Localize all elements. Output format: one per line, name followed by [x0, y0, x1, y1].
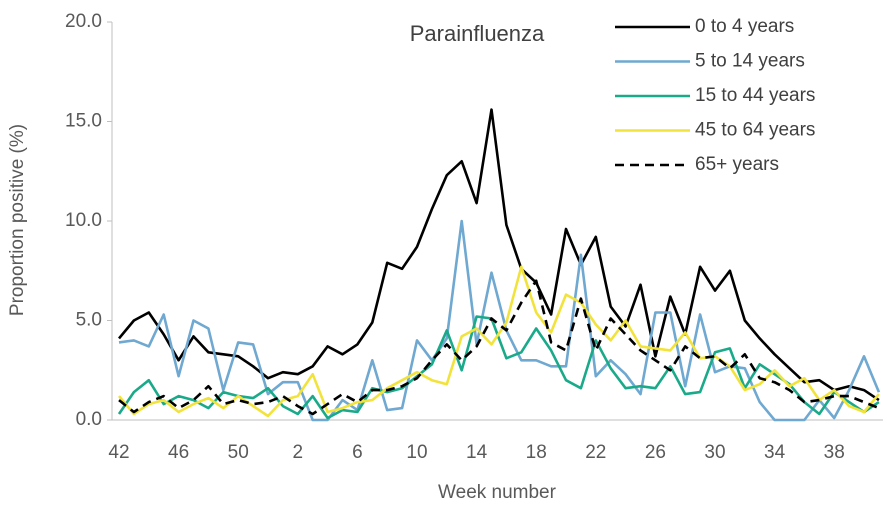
y-tick-label: 10.0 [65, 210, 102, 231]
legend-label: 45 to 64 years [695, 120, 815, 141]
x-tick-label: 50 [228, 442, 249, 463]
series-line [118, 108, 880, 402]
series-line [118, 219, 881, 422]
legend-label: 5 to 14 years [695, 51, 805, 72]
chart-title: Parainfluenza [410, 21, 545, 46]
x-tick-label: 46 [168, 442, 189, 463]
series-line [117, 315, 880, 420]
x-tick-label: 10 [406, 442, 427, 463]
x-tick-label: 26 [645, 442, 666, 463]
x-tick-label: 14 [466, 442, 488, 463]
legend-label: 15 to 44 years [695, 85, 815, 106]
x-tick-label: 18 [526, 442, 547, 463]
y-tick-label: 15.0 [65, 111, 102, 132]
legend-label: 65+ years [695, 154, 779, 175]
x-tick-label: 34 [764, 442, 786, 463]
x-tick-label: 38 [824, 442, 845, 463]
x-tick-label: 42 [108, 442, 129, 463]
x-axis-label: Week number [438, 482, 557, 503]
series-line [118, 279, 880, 416]
y-tick-label: 20.0 [65, 11, 102, 32]
y-tick-label: 5.0 [76, 310, 102, 331]
y-tick-label: 0.0 [76, 409, 102, 430]
x-tick-label: 22 [585, 442, 606, 463]
x-tick-label: 30 [704, 442, 725, 463]
y-axis-label: Proportion positive (%) [7, 124, 28, 316]
legend-label: 0 to 4 years [695, 16, 794, 37]
x-tick-label: 2 [293, 442, 304, 463]
x-tick-label: 6 [352, 442, 363, 463]
